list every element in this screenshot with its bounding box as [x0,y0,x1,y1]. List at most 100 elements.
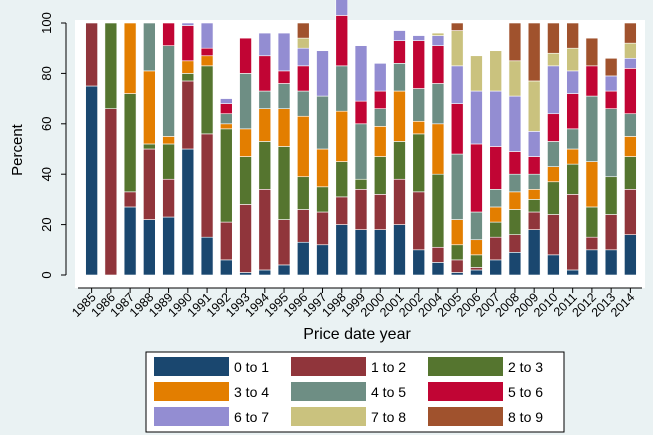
bar-segment-1993-series-5 [239,73,252,130]
bar-segment-2012-series-6 [585,65,599,97]
bar-segment-1988-series-4 [143,70,156,145]
bar-segment-1989-series-2 [162,178,175,218]
bar-segment-1995-series-4 [277,108,291,147]
bar-segment-2009-series-8 [527,80,541,132]
bar-segment-2011-series-7 [566,70,579,94]
bar-segment-1996-series-1 [297,241,310,276]
bar-segment-2005-series-3 [450,244,464,261]
y-tick-label: 40 [39,167,54,181]
bar-segment-2005-series-4 [450,219,464,246]
bar-segment-1996-series-5 [297,90,310,117]
bar-segment-1999-series-1 [354,229,368,276]
bar-segment-1992-series-7 [220,98,233,104]
bar-segment-2013-series-2 [604,214,618,251]
bar-segment-2002-series-7 [412,35,425,41]
bar-segment-2011-series-1 [566,269,579,276]
bar-segment-1985-series-1 [85,85,98,276]
bar-segment-1990-series-6 [181,25,195,62]
bar-segment-2010-series-3 [547,181,560,215]
bar-segment-1993-series-1 [239,272,252,276]
bar-segment-1996-series-3 [297,176,310,210]
bar-segment-1999-series-7 [354,45,368,102]
bar-segment-2001-series-2 [393,178,406,225]
bar-segment-1994-series-7 [258,32,272,57]
bar-segment-1992-series-4 [220,123,233,130]
bar-segment-2007-series-1 [489,259,502,276]
bar-segment-2012-series-1 [585,249,599,276]
bar-segment-1987-series-1 [123,206,137,276]
y-tick-label: 80 [39,66,54,80]
y-tick-label: 60 [39,117,54,131]
bar-segment-2004-series-1 [431,262,445,276]
bar-segment-1986-series-3 [104,22,118,109]
bar-segment-2010-series-4 [547,166,560,183]
bar-segment-2006-series-7 [470,90,483,145]
bar-segment-1994-series-1 [258,269,272,276]
bar-segment-2014-series-2 [624,189,637,235]
bar-segment-1998-series-5 [335,65,349,112]
bar-segment-2002-series-5 [412,88,425,122]
bar-segment-2001-series-4 [393,90,406,142]
bar-segment-2011-series-2 [566,194,579,271]
bar-segment-1991-series-6 [200,47,214,57]
bar-segment-1991-series-3 [200,65,214,135]
bar-segment-2000-series-2 [373,194,387,230]
bars-group [85,0,637,276]
bar-segment-2008-series-6 [508,151,522,175]
bar-segment-2009-series-1 [527,229,541,276]
bar-segment-2005-series-2 [450,259,464,273]
bar-segment-2013-series-3 [604,176,618,215]
bar-segment-1996-series-4 [297,115,310,178]
bar-segment-2001-series-3 [393,141,406,180]
bar-segment-2007-series-3 [489,221,502,238]
x-axis: 1985198619871988198919901991199219931994… [69,287,642,320]
bar-segment-2010-series-9 [547,22,560,54]
bar-segment-1995-series-1 [277,264,291,276]
bar-segment-1994-series-2 [258,189,272,271]
bar-segment-1991-series-7 [200,22,214,49]
bar-segment-2006-series-3 [470,254,483,268]
legend-label: 0 to 1 [234,359,269,375]
bar-segment-1993-series-6 [239,37,252,74]
bar-segment-2008-series-4 [508,191,522,210]
legend-swatch [291,407,366,426]
bar-segment-2014-series-4 [624,136,637,157]
bar-segment-2010-series-2 [547,214,560,256]
bar-segment-2013-series-1 [604,249,618,276]
bar-segment-2005-series-5 [450,153,464,220]
legend-label: 7 to 8 [371,409,406,425]
bar-segment-2004-series-8 [431,32,445,36]
legend-label: 5 to 6 [508,384,543,400]
bar-segment-2010-series-6 [547,113,560,142]
bar-segment-2005-series-8 [450,30,464,67]
bar-segment-2010-series-1 [547,254,560,276]
bar-segment-2001-series-6 [393,40,406,64]
bar-segment-2004-series-2 [431,246,445,263]
bar-segment-2004-series-5 [431,83,445,125]
bar-segment-2011-series-5 [566,128,579,150]
bar-segment-2011-series-6 [566,93,579,130]
bar-segment-1995-series-7 [277,32,291,72]
bar-segment-1998-series-4 [335,110,349,162]
y-axis: 0 20 40 60 80 100 [39,12,67,279]
bar-segment-2010-series-5 [547,141,560,167]
bar-segment-2010-series-8 [547,52,560,67]
bar-segment-2000-series-3 [373,156,387,195]
bar-segment-2006-series-4 [470,239,483,256]
bar-segment-2011-series-8 [566,47,579,72]
legend-swatch [154,357,229,376]
bar-segment-2004-series-7 [431,35,445,46]
legend-label: 4 to 5 [371,384,406,400]
bar-segment-2006-series-5 [470,211,483,241]
bar-segment-1998-series-7 [335,0,349,16]
bar-segment-1998-series-6 [335,15,349,67]
bar-segment-1995-series-3 [277,146,291,220]
bar-segment-1993-series-2 [239,204,252,273]
bar-segment-2013-series-9 [604,57,618,77]
bar-segment-1997-series-3 [316,186,329,213]
bar-segment-2013-series-7 [604,75,618,92]
y-tick-label: 20 [39,217,54,231]
legend-label: 1 to 2 [371,359,406,375]
